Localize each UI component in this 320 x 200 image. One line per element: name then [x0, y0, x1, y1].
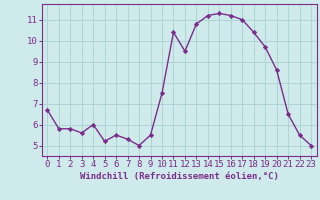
X-axis label: Windchill (Refroidissement éolien,°C): Windchill (Refroidissement éolien,°C) [80, 172, 279, 181]
